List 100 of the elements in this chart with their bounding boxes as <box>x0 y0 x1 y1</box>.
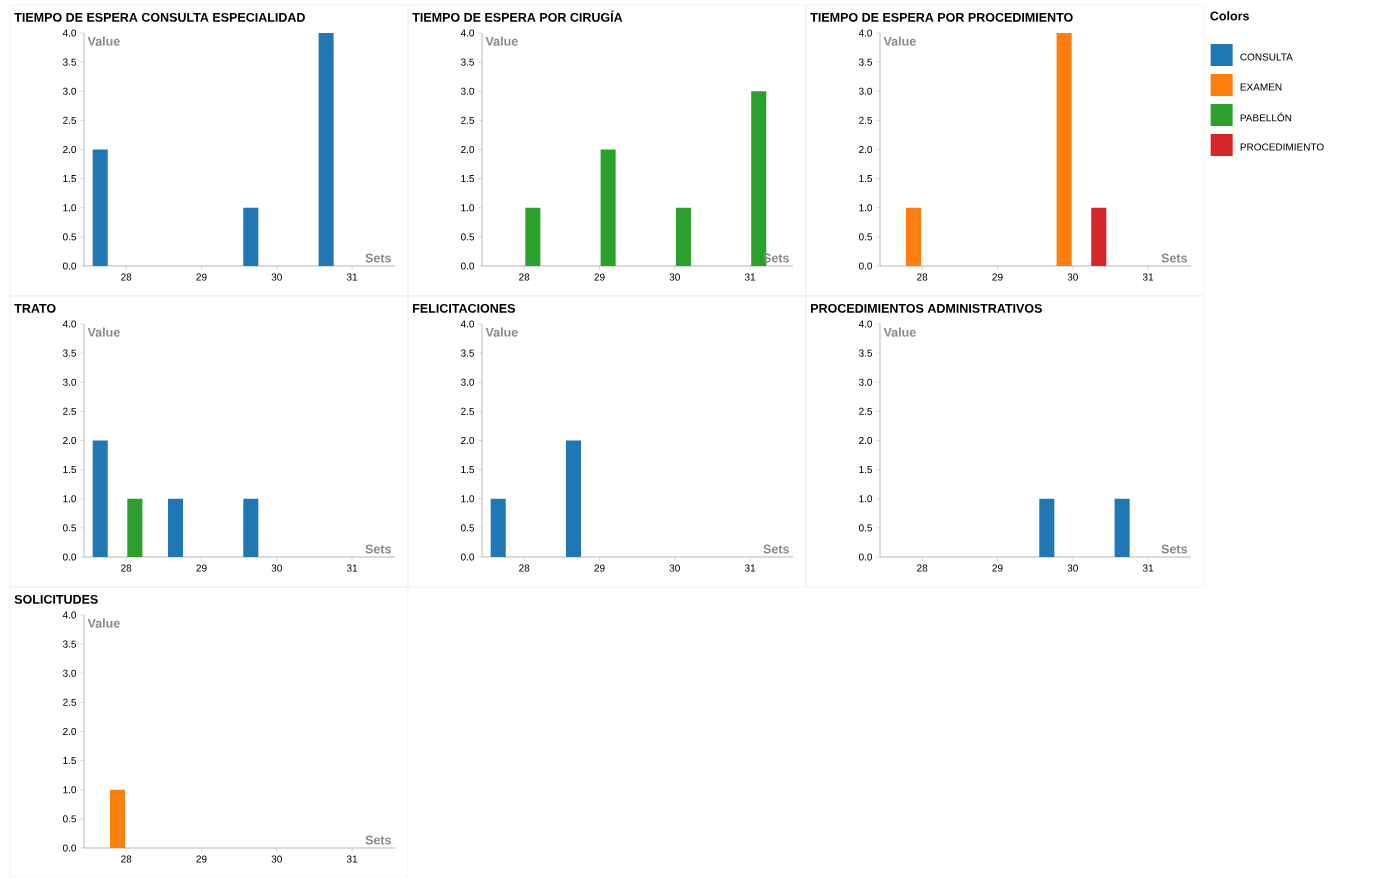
y-tick-label: 2.5 <box>461 116 475 124</box>
y-tick-label: 4.0 <box>460 29 475 37</box>
x-tick-label: 31 <box>744 564 756 572</box>
y-tick-label: 1.0 <box>63 204 77 212</box>
x-tick-label: 28 <box>121 564 132 572</box>
bar <box>92 149 108 266</box>
x-tick-label: 28 <box>519 564 530 572</box>
x-tick-label: 31 <box>1142 273 1154 281</box>
y-axis-title: Value <box>485 36 518 46</box>
y-axis-title: Value <box>87 36 120 46</box>
x-axis-title: Sets <box>365 835 391 845</box>
x-tick-label: 28 <box>917 564 928 572</box>
y-tick-label: 2.5 <box>63 698 77 706</box>
y-tick-label: 2.5 <box>461 407 475 415</box>
y-tick-label: 2.5 <box>63 116 77 124</box>
y-tick-label: 0.5 <box>858 524 873 532</box>
chart-title: TIEMPO DE ESPERA POR PROCEDIMIENTO <box>810 12 1073 22</box>
y-tick-label: 0.0 <box>460 553 475 561</box>
y-tick-label: 3.5 <box>62 640 77 648</box>
y-tick-label: 3.0 <box>62 669 77 677</box>
y-tick-label: 2.0 <box>461 436 475 444</box>
y-axis-title: Value <box>87 618 120 628</box>
y-tick-label: 4.0 <box>858 29 873 37</box>
y-tick-label: 1.5 <box>859 175 873 183</box>
x-tick-label: 31 <box>346 564 358 572</box>
x-tick-label: 29 <box>594 564 605 572</box>
y-tick-label: 1.0 <box>859 495 873 503</box>
y-tick-label: 1.0 <box>461 204 475 212</box>
y-tick-label: 3.0 <box>858 378 873 386</box>
y-tick-label: 1.0 <box>63 786 77 794</box>
y-tick-label: 4.0 <box>62 29 77 37</box>
x-tick-label: 30 <box>669 564 680 572</box>
y-tick-label: 1.5 <box>63 757 77 765</box>
chart-title: FELICITACIONES <box>413 303 515 313</box>
legend-label: PABELLÓN <box>1240 112 1292 122</box>
chart-title: TRATO <box>14 303 56 313</box>
y-tick-label: 3.5 <box>858 349 873 357</box>
y-tick-label: 2.5 <box>859 116 873 124</box>
y-tick-label: 1.0 <box>63 495 77 503</box>
bar <box>243 207 259 266</box>
y-tick-label: 0.0 <box>858 262 873 270</box>
y-tick-label: 2.0 <box>63 145 77 153</box>
chart-title: PROCEDIMIENTOS ADMINISTRATIVOS <box>811 303 1042 313</box>
x-tick-label: 29 <box>196 273 207 281</box>
bar <box>600 149 616 266</box>
x-tick-label: 31 <box>346 855 358 863</box>
x-axis-title: Sets <box>1161 253 1187 263</box>
legend-title: Colors <box>1210 11 1249 21</box>
y-tick-label: 0.0 <box>460 262 475 270</box>
y-tick-label: 2.0 <box>63 727 77 735</box>
y-tick-label: 3.5 <box>62 349 77 357</box>
y-tick-label: 2.0 <box>461 145 475 153</box>
x-tick-label: 30 <box>271 564 282 572</box>
x-tick-label: 30 <box>669 273 680 281</box>
chart-title: TIEMPO DE ESPERA CONSULTA ESPECIALIDAD <box>14 12 305 22</box>
y-tick-label: 0.0 <box>858 553 873 561</box>
x-tick-label: 31 <box>1142 564 1154 572</box>
y-tick-label: 1.5 <box>859 466 873 474</box>
x-tick-label: 28 <box>519 273 530 281</box>
y-tick-label: 3.5 <box>62 58 77 66</box>
y-tick-label: 3.5 <box>858 58 873 66</box>
y-tick-label: 1.0 <box>859 204 873 212</box>
x-tick-label: 30 <box>271 855 282 863</box>
x-tick-label: 31 <box>744 273 756 281</box>
x-tick-label: 29 <box>594 273 605 281</box>
y-tick-label: 0.0 <box>62 553 77 561</box>
y-tick-label: 2.0 <box>859 436 873 444</box>
y-tick-label: 1.5 <box>63 175 77 183</box>
y-tick-label: 3.0 <box>460 378 475 386</box>
x-tick-label: 29 <box>196 564 207 572</box>
y-tick-label: 1.5 <box>461 466 475 474</box>
y-axis-title: Value <box>87 327 120 337</box>
y-tick-label: 1.5 <box>461 175 475 183</box>
legend-label: EXAMEN <box>1240 83 1282 91</box>
legend-label: PROCEDIMIENTO <box>1240 143 1324 151</box>
y-tick-label: 0.5 <box>460 524 475 532</box>
chart-title: TIEMPO DE ESPERA POR CIRUGÍA <box>412 10 623 22</box>
x-tick-label: 28 <box>917 273 928 281</box>
y-tick-label: 1.0 <box>461 495 475 503</box>
x-tick-label: 29 <box>196 855 207 863</box>
y-axis-title: Value <box>485 327 518 337</box>
y-tick-label: 0.0 <box>62 262 77 270</box>
x-axis-title: Sets <box>1161 544 1187 554</box>
y-tick-label: 2.5 <box>859 407 873 415</box>
y-tick-label: 2.0 <box>859 145 873 153</box>
y-axis-title: Value <box>883 36 916 46</box>
y-tick-label: 4.0 <box>460 320 475 328</box>
y-tick-label: 0.5 <box>460 233 475 241</box>
y-tick-label: 0.0 <box>62 844 77 852</box>
x-tick-label: 30 <box>1067 564 1078 572</box>
y-tick-label: 0.5 <box>62 524 77 532</box>
y-tick-label: 3.5 <box>460 349 475 357</box>
y-tick-label: 0.5 <box>62 815 77 823</box>
x-tick-label: 29 <box>992 564 1003 572</box>
x-tick-label: 28 <box>121 273 132 281</box>
x-axis-title: Sets <box>365 253 391 263</box>
y-tick-label: 3.0 <box>62 87 77 95</box>
bar <box>525 207 541 266</box>
y-tick-label: 3.0 <box>460 87 475 95</box>
y-tick-label: 3.5 <box>460 58 475 66</box>
